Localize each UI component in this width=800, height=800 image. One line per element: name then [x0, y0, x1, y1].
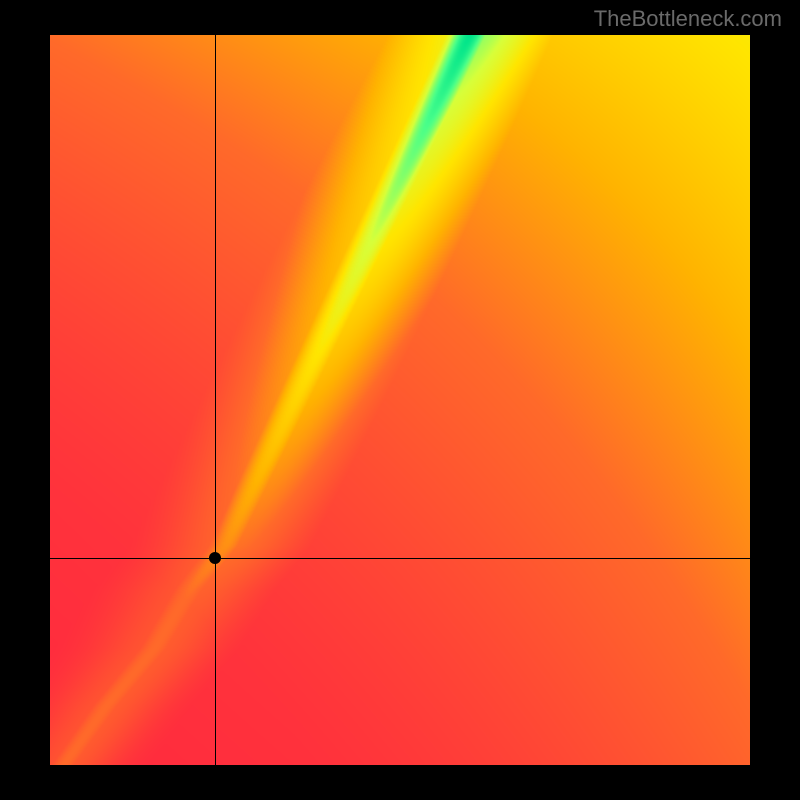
heatmap-plot — [50, 35, 750, 765]
crosshair-vertical — [215, 35, 216, 765]
heatmap-canvas — [50, 35, 750, 765]
watermark-text: TheBottleneck.com — [594, 6, 782, 32]
crosshair-horizontal — [50, 558, 750, 559]
crosshair-marker — [209, 552, 221, 564]
